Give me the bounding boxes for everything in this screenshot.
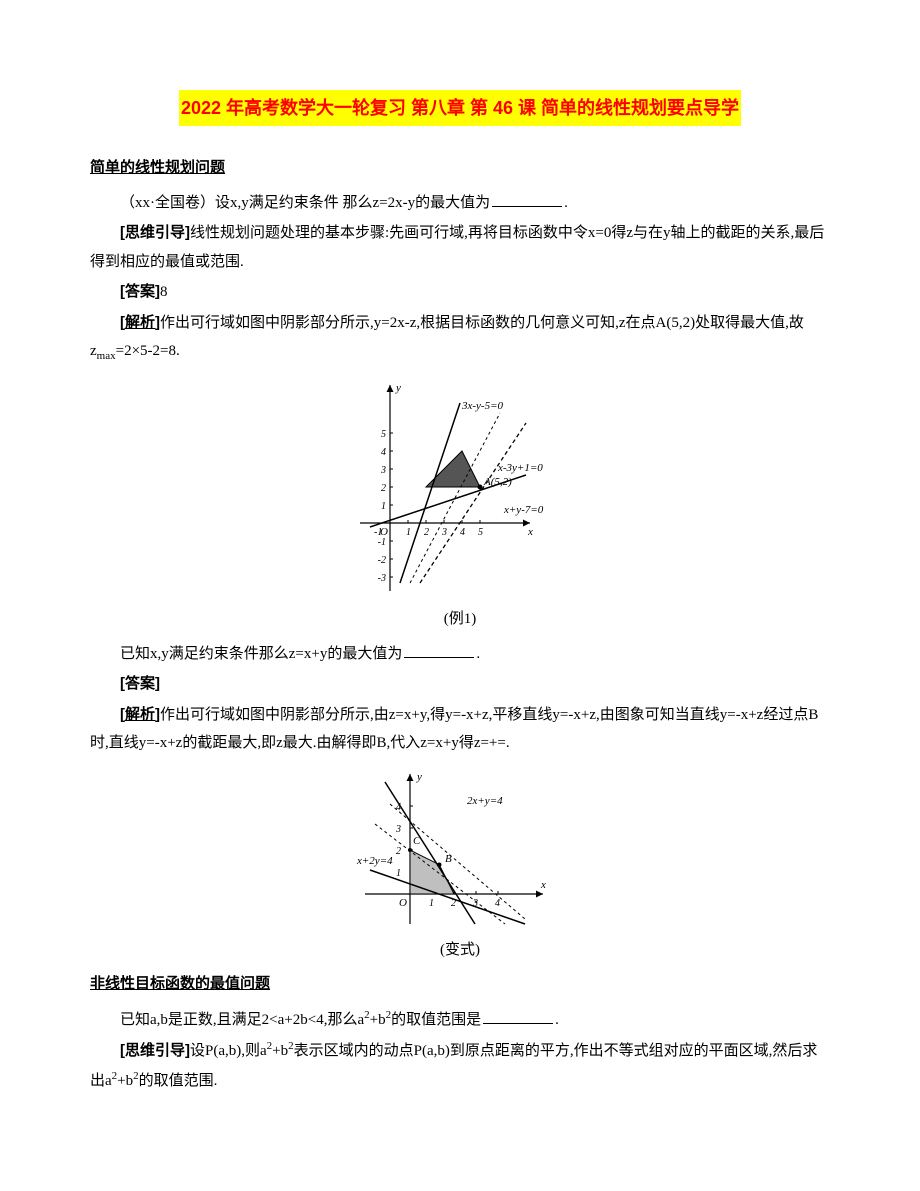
fill-blank	[492, 192, 562, 207]
origin-label: O	[399, 897, 407, 909]
para-7: [解析]作出可行域如图中阴影部分所示,由z=x+y,得y=-x+z,平移直线y=…	[90, 701, 830, 758]
figure-1: -1 1 2 3 4 5 1 2 3 4 5 -1 -2 -3	[90, 373, 830, 634]
para-1: （xx·全国卷）设x,y满足约束条件 那么z=2x-y的最大值为.	[90, 189, 830, 218]
para-4: [解析]作出可行域如图中阴影部分所示,y=2x-z,根据目标函数的几何意义可知,…	[90, 309, 830, 367]
text: 线性规划问题处理的基本步骤:先画可行域,再将目标函数中令x=0得z与在y轴上的截…	[90, 225, 824, 270]
line-label: x-3y+1=0	[497, 462, 543, 474]
y-axis-label: y	[395, 382, 401, 394]
section-heading-2: 非线性目标函数的最值问题	[90, 970, 830, 999]
figure-caption-2: (变式)	[90, 936, 830, 965]
tick: 1	[406, 527, 411, 538]
line-label: 3x-y-5=0	[461, 400, 504, 412]
label-thinking: [思维引导]	[120, 1042, 190, 1059]
text: 已知a,b是正数,且满足2<a+2b<4,那么a	[120, 1012, 364, 1028]
text: +b	[272, 1043, 288, 1059]
para-6: [答案]	[90, 670, 830, 699]
figure-caption-1: (例1)	[90, 605, 830, 634]
text: +b	[370, 1012, 386, 1028]
document-title: 2022 年高考数学大一轮复习 第八章 第 46 课 简单的线性规划要点导学	[179, 90, 741, 126]
label-answer: [答案]	[120, 283, 160, 300]
fill-blank	[483, 1009, 553, 1024]
text: 设P(a,b),则a	[190, 1043, 267, 1059]
tick: 1	[381, 501, 386, 512]
line-label: x+2y=4	[356, 855, 393, 867]
text: 作出可行域如图中阴影部分所示,由z=x+y,得y=-x+z,平移直线y=-x+z…	[90, 707, 818, 752]
y-axis-label: y	[416, 771, 422, 783]
text: =2×5-2=8.	[116, 343, 180, 359]
tick: 3	[441, 527, 447, 538]
text: （xx·全国卷）设x,y满足约束条件 那么z=2x-y的最大值为	[120, 195, 490, 211]
text: 已知x,y满足约束条件那么z=x+y的最大值为	[120, 646, 402, 662]
para-8: 已知a,b是正数,且满足2<a+2b<4,那么a2+b2的取值范围是.	[90, 1005, 830, 1035]
x-axis-label: x	[540, 879, 546, 891]
tick: 2	[381, 483, 386, 494]
tick: 4	[495, 898, 500, 909]
text: 的取值范围.	[139, 1073, 218, 1089]
point-c-label: C	[413, 835, 421, 847]
chart-svg-2: 1 2 3 4 1 2 3 4 O x y 2x+y=4 x+2y	[355, 764, 565, 934]
para-2: [思维引导]线性规划问题处理的基本步骤:先画可行域,再将目标函数中令x=0得z与…	[90, 219, 830, 276]
label-analysis: [解析]	[120, 706, 160, 723]
para-3: [答案]8	[90, 278, 830, 307]
tick: -2	[378, 555, 386, 566]
para-9: [思维引导]设P(a,b),则a2+b2表示区域内的动点P(a,b)到原点距离的…	[90, 1036, 830, 1095]
text: +b	[117, 1073, 133, 1089]
fill-blank	[404, 643, 474, 658]
point-a-label: A(5,2)	[483, 476, 512, 488]
para-5: 已知x,y满足约束条件那么z=x+y的最大值为.	[90, 640, 830, 669]
x-axis-label: x	[527, 526, 533, 538]
label-answer: [答案]	[120, 675, 160, 692]
figure-2: 1 2 3 4 1 2 3 4 O x y 2x+y=4 x+2y	[90, 764, 830, 965]
tick: 4	[460, 527, 465, 538]
tick: 3	[395, 824, 401, 835]
tick: 5	[478, 527, 483, 538]
text: 作出可行域如图中阴影部分所示,y=2x-z,根据目标函数的几何意义可知,z在点A…	[90, 315, 804, 360]
tick: 2	[424, 527, 429, 538]
subscript: max	[97, 350, 116, 362]
text: 的取值范围是	[391, 1012, 481, 1028]
tick: 3	[380, 465, 386, 476]
tick: 1	[429, 898, 434, 909]
tick: 2	[396, 846, 401, 857]
tick: 1	[396, 868, 401, 879]
line-label: x+y-7=0	[503, 504, 544, 516]
tick: 4	[381, 447, 386, 458]
document-page: 2022 年高考数学大一轮复习 第八章 第 46 课 简单的线性规划要点导学 简…	[0, 0, 920, 1157]
tick: 5	[381, 429, 386, 440]
chart-svg-1: -1 1 2 3 4 5 1 2 3 4 5 -1 -2 -3	[350, 373, 570, 603]
line-label: 2x+y=4	[467, 795, 503, 807]
section-heading-1: 简单的线性规划问题	[90, 154, 830, 183]
origin-label: O	[380, 526, 388, 538]
tick: -1	[378, 537, 386, 548]
label-thinking: [思维引导]	[120, 224, 190, 241]
label-analysis: [解析]	[120, 314, 160, 331]
point-b-label: B	[445, 853, 452, 865]
tick: -3	[378, 573, 386, 584]
answer-value: 8	[160, 284, 168, 300]
